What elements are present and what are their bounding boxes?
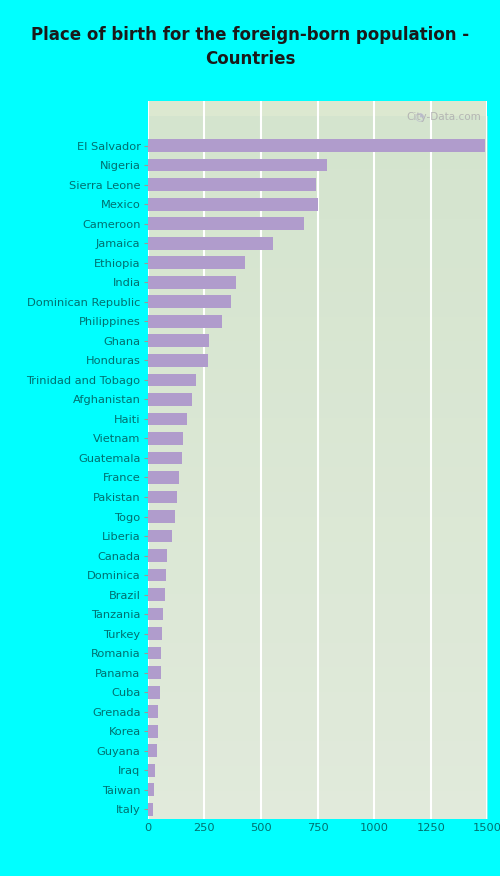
Bar bbox=[148, 646, 161, 660]
Bar bbox=[148, 237, 274, 250]
Bar bbox=[148, 295, 232, 308]
Bar bbox=[148, 198, 318, 210]
Bar bbox=[148, 159, 326, 172]
Bar bbox=[148, 569, 166, 582]
Text: ◔: ◔ bbox=[415, 111, 424, 122]
Bar bbox=[148, 354, 208, 367]
Text: Place of birth for the foreign-born population -
Countries: Place of birth for the foreign-born popu… bbox=[31, 26, 469, 67]
Bar bbox=[148, 335, 208, 347]
Bar bbox=[148, 764, 156, 777]
Bar bbox=[148, 549, 167, 562]
Bar bbox=[148, 667, 160, 679]
Bar bbox=[148, 627, 162, 640]
Bar bbox=[148, 452, 182, 464]
Bar bbox=[148, 471, 179, 484]
Bar bbox=[148, 783, 154, 796]
Bar bbox=[148, 745, 156, 757]
Bar bbox=[148, 530, 172, 542]
Bar bbox=[148, 257, 245, 269]
Bar bbox=[148, 139, 485, 152]
Bar bbox=[148, 373, 196, 386]
Bar bbox=[148, 276, 236, 288]
Bar bbox=[148, 724, 158, 738]
Bar bbox=[148, 413, 187, 425]
Bar bbox=[148, 491, 177, 504]
Bar bbox=[148, 179, 316, 191]
Bar bbox=[148, 608, 164, 620]
Bar bbox=[148, 432, 182, 445]
Bar bbox=[148, 589, 164, 601]
Bar bbox=[148, 705, 158, 718]
Bar bbox=[148, 803, 153, 816]
Text: City-Data.com: City-Data.com bbox=[406, 111, 480, 122]
Bar bbox=[148, 217, 304, 230]
Bar bbox=[148, 510, 174, 523]
Bar bbox=[148, 393, 192, 406]
Bar bbox=[148, 686, 160, 698]
Bar bbox=[148, 315, 222, 328]
